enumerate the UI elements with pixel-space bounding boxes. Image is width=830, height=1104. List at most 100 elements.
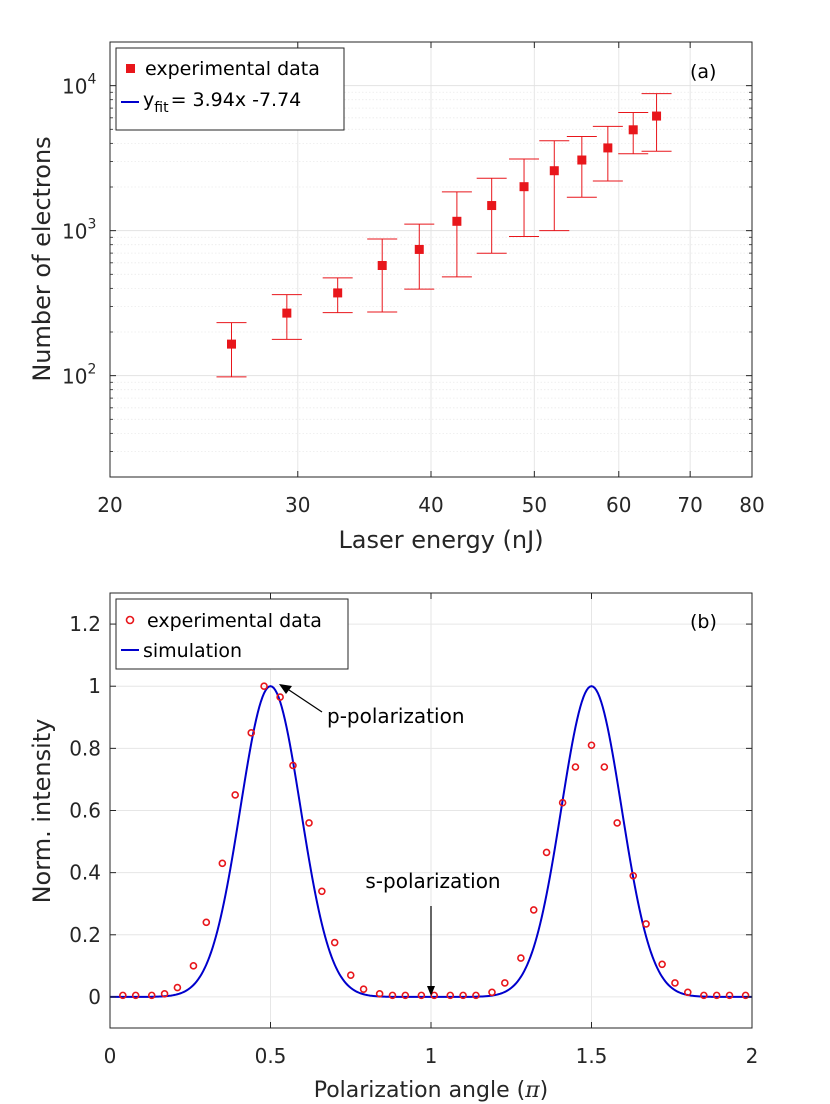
p-polarization-arrow-shaft <box>285 687 323 713</box>
data-point <box>571 763 580 771</box>
data-point <box>472 991 480 1000</box>
panel-a-errorbars <box>216 93 672 378</box>
data-point <box>377 260 387 270</box>
data-point <box>529 906 538 914</box>
panel-b-legend: experimental data simulation <box>115 598 349 670</box>
data-point <box>542 848 551 857</box>
data-point <box>160 990 169 998</box>
panel-a-ticks <box>109 42 753 477</box>
data-point <box>671 979 679 987</box>
data-point <box>333 288 343 298</box>
data-point <box>725 991 734 1000</box>
data-point <box>218 859 227 868</box>
legend-label-fit: yfit = 3.94x -7.74 <box>143 89 301 116</box>
x-tick-label: 80 <box>739 493 764 517</box>
panel-a-legend: experimental data yfit = 3.94x -7.74 <box>115 47 345 131</box>
panel-b-y-axis-label: Norm. intensity <box>28 719 56 904</box>
data-point <box>330 938 339 947</box>
data-point <box>519 182 529 192</box>
data-point <box>414 244 424 254</box>
data-point <box>231 791 239 799</box>
data-point <box>282 308 292 318</box>
legend-label-experimental-data: experimental data <box>147 610 322 632</box>
x-tick-label: 60 <box>606 493 631 517</box>
data-point <box>452 216 462 226</box>
data-point <box>359 985 368 993</box>
panel-a-y-axis-label: Number of electrons <box>28 136 56 381</box>
panel-b-x-tick-labels: 0 0.5 1 1.5 2 <box>104 1044 759 1068</box>
panel-a-y-tick-labels: 102 103 104 <box>62 72 96 389</box>
data-point <box>517 954 525 962</box>
data-point <box>642 920 650 928</box>
data-point <box>346 971 355 979</box>
panel-b-markers <box>119 682 750 1000</box>
data-point <box>260 682 268 691</box>
x-tick-label: 1.5 <box>576 1044 608 1068</box>
legend-marker-experimental-data <box>126 64 135 73</box>
s-polarization-arrowhead <box>427 986 435 996</box>
y-tick-label: 0.2 <box>69 923 101 947</box>
panel-b: 0 0.5 1 1.5 2 0 0.2 0.4 0.6 0.8 1 1.2 Polarization… <box>28 592 759 1103</box>
p-polarization-arrowhead <box>279 684 292 694</box>
legend-label-simulation: simulation <box>143 640 242 662</box>
x-tick-label: 70 <box>677 493 702 517</box>
x-tick-label: 20 <box>97 493 122 517</box>
panel-b-panel-label: (b) <box>690 611 717 633</box>
data-point <box>603 143 613 153</box>
data-point <box>613 819 621 827</box>
data-point <box>501 979 509 987</box>
panel-a: 20 30 40 50 60 70 80 102 103 104 Laser energy (n… <box>28 41 765 981</box>
data-point <box>289 761 297 770</box>
data-point <box>628 125 638 135</box>
x-tick-label: 50 <box>522 493 547 517</box>
data-point <box>741 991 750 1000</box>
data-point <box>375 990 384 998</box>
y-tick-label: 102 <box>62 362 96 389</box>
data-point <box>587 741 596 750</box>
data-point <box>131 991 140 1000</box>
y-tick-label: 0.8 <box>69 736 101 760</box>
data-point <box>318 887 326 896</box>
data-point <box>658 960 666 969</box>
annotation-p-polarization: p-polarization <box>279 684 465 728</box>
s-polarization-label: s-polarization <box>365 869 500 893</box>
data-point <box>388 991 397 1000</box>
data-point <box>189 962 198 970</box>
data-point <box>629 871 638 880</box>
y-tick-label: 0.6 <box>69 799 101 823</box>
data-point <box>487 201 497 211</box>
data-point <box>417 991 426 1000</box>
panel-a-legend-box <box>115 47 345 131</box>
data-point <box>401 991 410 1000</box>
data-point <box>446 991 455 1000</box>
data-point <box>147 991 156 1000</box>
y-tick-label: 0 <box>88 985 101 1009</box>
data-point <box>173 983 182 992</box>
data-point <box>276 693 284 701</box>
panel-b-x-axis-label: Polarization angle (π) <box>314 1078 549 1103</box>
p-polarization-label: p-polarization <box>327 704 465 728</box>
legend-label-experimental-data: experimental data <box>145 58 320 80</box>
panel-a-panel-label: (a) <box>690 61 716 83</box>
x-tick-label: 40 <box>418 493 443 517</box>
y-tick-label: 104 <box>62 72 96 99</box>
data-point <box>227 339 237 349</box>
y-tick-label: 103 <box>62 217 96 244</box>
data-point <box>712 991 721 1000</box>
data-point <box>577 155 587 165</box>
data-point <box>305 819 313 827</box>
data-point <box>652 111 662 121</box>
x-tick-label: 0.5 <box>255 1044 287 1068</box>
panel-b-ticks <box>109 593 753 1028</box>
annotation-s-polarization: s-polarization <box>365 869 501 996</box>
legend-marker-experimental-data <box>125 615 135 625</box>
y-tick-label: 0.4 <box>69 861 101 885</box>
data-point <box>549 166 559 176</box>
panel-a-x-axis-label: Laser energy (nJ) <box>338 526 543 554</box>
panel-a-x-tick-labels: 20 30 40 50 60 70 80 <box>97 493 764 517</box>
panel-a-markers <box>227 111 662 349</box>
x-tick-label: 0 <box>104 1044 117 1068</box>
x-tick-label: 2 <box>746 1044 759 1068</box>
y-tick-label: 1.2 <box>69 612 101 636</box>
